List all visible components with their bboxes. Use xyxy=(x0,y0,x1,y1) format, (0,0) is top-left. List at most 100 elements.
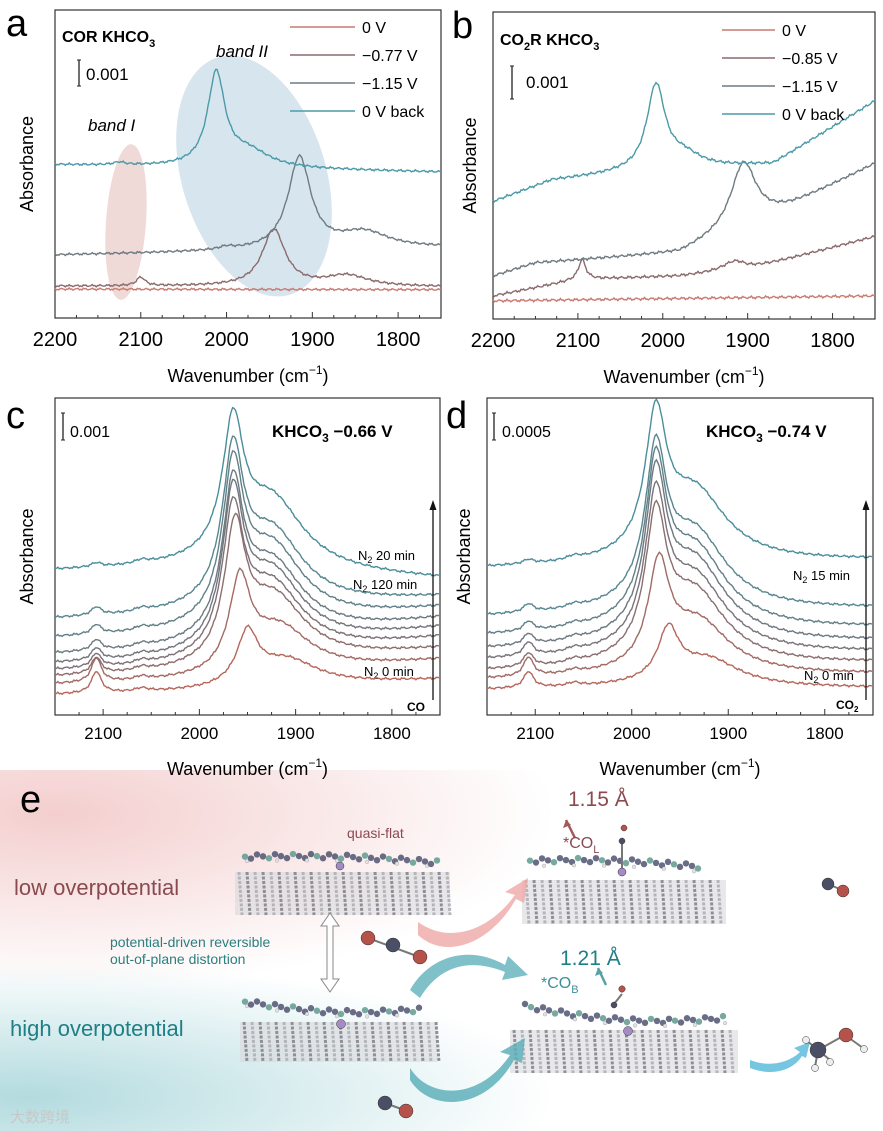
hydrogen-atom xyxy=(662,1023,668,1028)
atom xyxy=(581,1012,589,1020)
porphyrin-layer xyxy=(521,1000,728,1028)
x-axis-label: Wavenumber (cm−1) xyxy=(167,363,328,386)
slab-column xyxy=(370,1021,377,1063)
carbon-atom xyxy=(618,837,626,845)
chart-d: KHCO3 −0.74 V 0.0005 N2 15 min N2 0 min … xyxy=(454,397,874,779)
chart-a: COR KHCO3 band II band I 0.001 2200 2100 2… xyxy=(17,9,442,386)
hydrogen-atom xyxy=(304,858,310,863)
atom xyxy=(628,856,636,863)
slab-column xyxy=(548,879,555,925)
atom xyxy=(325,1006,333,1013)
atom xyxy=(415,1004,423,1011)
series-line-1 xyxy=(492,293,876,304)
slab-column xyxy=(341,871,348,916)
x-tick-label: 2200 xyxy=(471,330,516,352)
arrow-high-path xyxy=(410,1038,525,1102)
atom xyxy=(337,1010,345,1018)
hydrogen-atom xyxy=(602,1021,608,1026)
series-line-3 xyxy=(492,160,876,278)
porphyrin-layer xyxy=(241,998,423,1019)
hydrogen-atom xyxy=(692,1022,698,1027)
label-n2-0-min: N2 0 min xyxy=(364,664,414,681)
series-line-1 xyxy=(486,622,873,690)
slab-column xyxy=(317,871,324,916)
distortion-label-1: potential-driven reversible xyxy=(110,934,271,950)
slab-column xyxy=(532,879,539,925)
hydrogen-atom xyxy=(572,1017,578,1022)
atom xyxy=(247,855,255,862)
atom xyxy=(265,855,273,862)
legend-label: −0.85 V xyxy=(782,51,838,68)
slab-column xyxy=(688,1029,695,1074)
oxygen-atom xyxy=(360,930,376,946)
atom xyxy=(556,854,564,862)
series-line-8 xyxy=(54,435,440,619)
slab-column xyxy=(600,1029,607,1074)
atom xyxy=(575,1010,583,1017)
atom xyxy=(683,1015,691,1022)
x-axis-label: Wavenumber (cm−1) xyxy=(603,364,764,387)
legend-label: 0 V back xyxy=(362,104,425,121)
series-line-1 xyxy=(54,286,442,292)
atom xyxy=(385,855,393,863)
slab-column xyxy=(445,871,452,916)
x-axis-label: Wavenumber (cm−1) xyxy=(599,756,760,779)
slab-column xyxy=(410,1021,417,1063)
slab-column xyxy=(421,871,428,916)
x-tick-label: 2000 xyxy=(641,330,686,352)
carbon-atom xyxy=(385,937,401,953)
oxygen-atom xyxy=(620,824,628,832)
slab-column xyxy=(250,1021,257,1063)
atom xyxy=(409,859,417,866)
atom xyxy=(635,1017,643,1024)
band-i-label: band I xyxy=(88,116,136,135)
atom xyxy=(421,858,429,865)
atom xyxy=(331,853,339,860)
slab-column xyxy=(357,871,364,916)
slab-column xyxy=(397,871,404,916)
carbon-atom xyxy=(821,877,835,891)
panel-label-e: e xyxy=(20,779,41,821)
slab-column xyxy=(261,871,268,916)
atom xyxy=(617,1016,625,1023)
slab-column xyxy=(684,879,691,925)
cobalt-atom xyxy=(336,1019,346,1029)
atom xyxy=(259,853,267,860)
y-axis-label: Absorbance xyxy=(17,116,37,212)
atom xyxy=(610,855,618,862)
quasi-flat-label: quasi-flat xyxy=(347,825,404,841)
atom xyxy=(295,1005,303,1013)
slab-column xyxy=(346,1021,353,1063)
atom xyxy=(355,856,363,863)
label-n2-20-min: N2 20 min xyxy=(358,548,415,565)
bond-length-b: 1.21 Å xyxy=(560,947,621,970)
series-line-7 xyxy=(486,433,873,616)
atom xyxy=(694,865,702,872)
scale-bar-label: 0.001 xyxy=(70,424,110,441)
hydrogen-atom xyxy=(661,866,667,871)
atom xyxy=(289,1003,297,1010)
slab-column xyxy=(277,871,284,916)
x-tick-label: 2000 xyxy=(180,724,218,743)
hydrogen-atom xyxy=(244,858,250,864)
atom xyxy=(331,1008,339,1015)
slab-column xyxy=(426,1021,433,1063)
slab-column xyxy=(413,871,420,916)
slab-column xyxy=(608,1029,615,1074)
slab-column xyxy=(680,1029,687,1074)
slab-column xyxy=(314,1021,321,1063)
slab-column xyxy=(405,871,412,916)
atom xyxy=(307,1005,315,1012)
atom xyxy=(695,1018,703,1025)
slab-column xyxy=(720,1029,727,1074)
hydrogen-atom xyxy=(364,1014,370,1019)
series-line-5 xyxy=(54,478,439,663)
cobalt-atom xyxy=(617,867,627,877)
slab-column xyxy=(301,871,308,916)
slab-column xyxy=(676,879,683,925)
atom xyxy=(343,1006,351,1014)
series-line-3 xyxy=(54,153,442,257)
hydrogen-atom xyxy=(601,863,607,868)
hydrogen-atom xyxy=(274,858,280,863)
atom xyxy=(367,854,375,862)
